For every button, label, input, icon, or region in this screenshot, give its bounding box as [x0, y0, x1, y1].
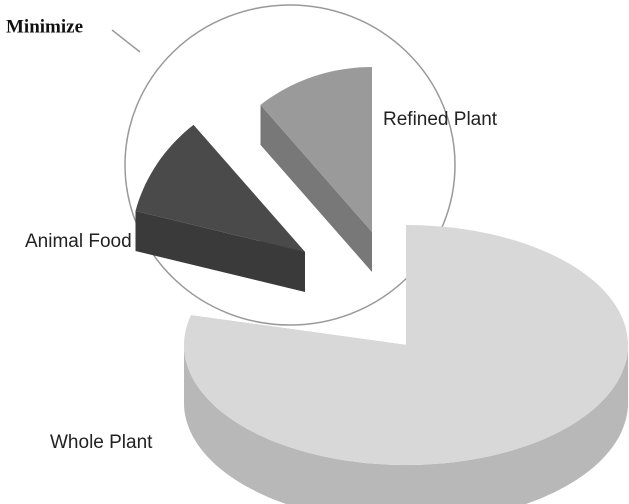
slice-label: Refined Plant [383, 109, 498, 130]
leader-line [111, 29, 141, 53]
slice-side [184, 345, 628, 504]
minimize-circle [124, 4, 456, 326]
slice-label: Whole Plant [50, 432, 153, 453]
slice-label: Animal Food [25, 231, 132, 252]
annotation: Minimize [6, 16, 83, 37]
slice-cut-face [135, 211, 305, 292]
slice-top [184, 225, 628, 465]
slice-cut-face [260, 104, 372, 273]
slice-top [135, 124, 305, 252]
slice-top [260, 67, 372, 232]
